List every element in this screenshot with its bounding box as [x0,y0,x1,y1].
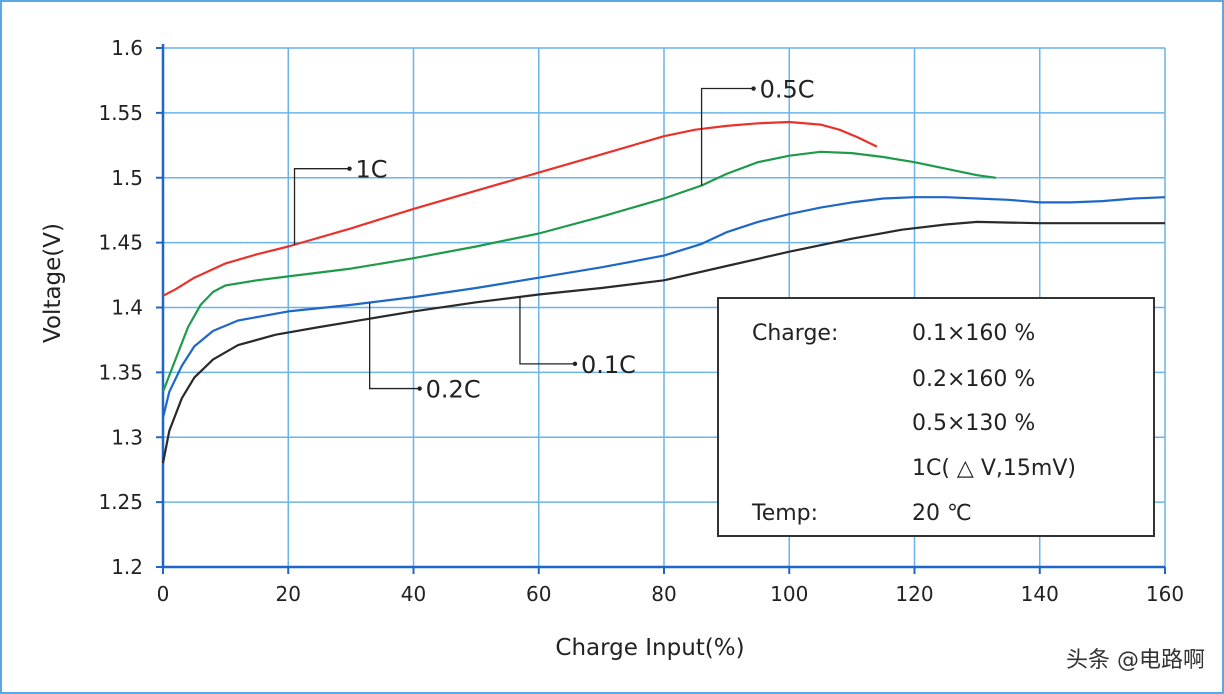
x-axis-title: Charge Input(%) [555,635,744,661]
annotation-leader [293,168,350,245]
axes [156,44,1166,574]
x-tick-label: 0 [157,582,170,606]
series-lines [161,120,1166,464]
legend-box: Charge: 0.1×160 % 0.2×160 % 0.5×130 % 1C( △ … [717,297,1155,537]
legend-row-value: 1C( △ V,15mV) [912,456,1076,481]
annotation-leader [700,87,754,186]
legend-row-label: Temp: [751,501,818,526]
legend-row-value: 20 ℃ [912,501,972,526]
legend-row-label: Charge: [752,321,838,346]
x-tick-label: 40 [401,582,426,606]
annotation-leader [519,296,575,365]
legend-row-value: 0.5×130 % [912,411,1035,436]
series-line-1C [162,120,878,297]
x-tick-label: 120 [895,582,933,606]
series-annotations: 1C 0.5C 0.2C 0.1C [293,76,815,404]
y-tick-label: 1.6 [111,36,143,60]
y-tick-label: 1.5 [111,166,143,190]
x-tick-label: 140 [1021,582,1059,606]
x-tick-label: 20 [276,582,301,606]
watermark: 头条 @电路啊 [1066,648,1205,673]
y-tick-label: 1.2 [111,555,143,579]
legend-row-value: 0.2×160 % [912,367,1035,392]
y-tick-label: 1.25 [98,490,143,514]
annotation-label: 0.1C [581,351,636,379]
y-tick-label: 1.45 [98,231,143,255]
y-axis-title: Voltage(V) [40,223,66,343]
annotation-leader [369,302,420,390]
y-tick-label: 1.55 [98,101,143,125]
x-tick-label: 160 [1146,582,1184,606]
y-tick-label: 1.4 [111,296,143,320]
annotation-dot [572,361,578,367]
annotation-label: 0.5C [760,76,815,104]
series-line-0-2C [161,196,1166,419]
annotation-dot [751,86,756,91]
x-tick-label: 60 [526,582,551,606]
annotation-label: 1C [356,156,388,184]
annotation-dot [347,166,352,171]
x-tick-label: 80 [651,582,676,606]
y-tick-labels: 1.2 1.25 1.3 1.35 1.4 1.45 1.5 1.55 1.6 [98,36,143,579]
legend-row-value: 0.1×160 % [912,321,1035,346]
y-tick-label: 1.35 [98,360,143,384]
series-line-0-5C [161,150,997,393]
y-tick-label: 1.3 [111,425,143,449]
x-tick-labels: 0 20 40 60 80 100 120 140 160 [157,582,1184,606]
x-tick-label: 100 [770,582,808,606]
series-line-0-1C [161,220,1165,464]
annotation-dot [417,386,422,391]
annotation-label: 0.2C [426,376,481,404]
legend-box-border [717,297,1155,537]
